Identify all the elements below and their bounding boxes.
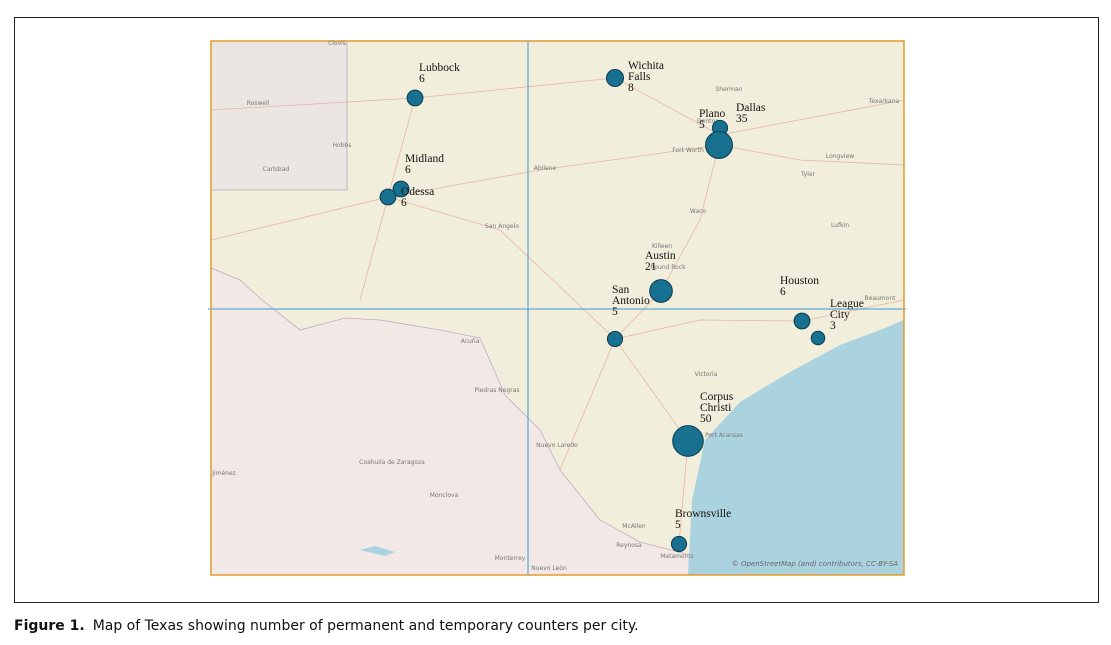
map-place-label: Nuevo Laredo [536, 442, 578, 449]
city-name: Lubbock [419, 62, 460, 74]
map-place-label: Lufkin [831, 222, 849, 229]
city-label: Lubbock 6 [419, 62, 460, 85]
city-bubble [672, 425, 704, 457]
map-place-label: Clovis [328, 40, 346, 47]
map-place-label: Victoria [695, 371, 718, 378]
map-place-label: Beaumont [865, 295, 897, 302]
city-label: League City 3 [830, 298, 864, 332]
city-name: Houston [780, 275, 819, 287]
caption-label: Figure 1. [14, 618, 85, 634]
city-count: 35 [736, 113, 748, 125]
city-count: 5 [612, 306, 618, 318]
city-name: Austin [645, 250, 676, 262]
city-name: Plano [699, 108, 726, 120]
city-name: San Antonio [612, 284, 650, 307]
map-place-label: Abilene [534, 165, 557, 172]
city-count: 6 [401, 197, 407, 209]
city-label: Odessa 6 [401, 186, 435, 209]
map-border [210, 40, 905, 576]
map-place-label: Monterrey [495, 555, 526, 562]
map-place-label: Nuevo León [531, 565, 567, 572]
city-count: 8 [628, 82, 634, 94]
city-bubble [705, 131, 733, 159]
map-place-label: Killeen [652, 243, 672, 250]
city-label: Wichita Falls 8 [628, 60, 664, 94]
city-name: Midland [405, 153, 444, 165]
city-bubble [406, 89, 424, 107]
city-name: Brownsville [675, 508, 732, 520]
city-count: 50 [700, 413, 712, 425]
city-name: League City [830, 298, 864, 321]
city-name: Corpus Christi [700, 391, 734, 414]
map-place-label: Coahuila de Zaragoza [359, 459, 425, 466]
map-place-label: Sherman [716, 86, 743, 93]
figure-frame [14, 17, 1099, 603]
map-place-label: Reynosa [616, 542, 642, 549]
map-place-label: Monclova [430, 492, 459, 499]
map-place-label: Waco [690, 208, 707, 215]
city-bubble [605, 68, 625, 88]
city-count: 6 [405, 164, 411, 176]
city-count: 5 [699, 119, 705, 131]
city-count: 5 [675, 519, 681, 531]
city-bubble [810, 330, 826, 346]
city-name: Wichita Falls [628, 60, 664, 83]
map-place-label: Texarkana [868, 98, 900, 105]
caption: Figure 1. Map of Texas showing number of … [14, 618, 639, 634]
map-place-label: Matamoros [660, 553, 694, 560]
map-place-label: McAllen [622, 523, 646, 530]
city-count: 6 [419, 73, 425, 85]
city-label: Plano 5 [699, 108, 726, 131]
city-bubble [379, 188, 397, 206]
attribution: © OpenStreetMap (and) contributors, CC-B… [732, 560, 898, 568]
city-bubble [670, 535, 688, 553]
map-place-label: Port Aransas [705, 432, 743, 439]
gulf-water [688, 320, 904, 575]
new-mexico [210, 40, 348, 191]
city-count: 3 [830, 320, 836, 332]
city-label: Midland 6 [405, 153, 444, 176]
map-place-label: Acuña [461, 338, 480, 345]
map-place-label: Fort Worth [672, 147, 704, 154]
map-place-label: Carlsbad [263, 166, 290, 173]
city-label: Corpus Christi 50 [700, 391, 734, 425]
city-label: Austin 21 [645, 250, 676, 273]
city-label: Houston 6 [780, 275, 819, 298]
map-place-label: Jiménez [211, 470, 236, 477]
city-bubble [392, 180, 410, 198]
city-bubble [649, 279, 673, 303]
city-label: Dallas 35 [736, 102, 766, 125]
lake [360, 546, 395, 556]
city-name: Dallas [736, 102, 766, 114]
city-label: San Antonio 5 [612, 284, 650, 318]
map-place-label: Denton [697, 118, 719, 125]
city-count: 21 [645, 261, 657, 273]
map-place-label: Tyler [800, 171, 816, 178]
map-place-label: Hobbs [333, 142, 352, 149]
map-place-label: San Angelo [485, 223, 519, 230]
map-place-label: Longview [826, 153, 854, 160]
map-place-label: Piedras Negras [474, 387, 519, 394]
city-label: Brownsville 5 [675, 508, 732, 531]
city-count: 6 [780, 286, 786, 298]
city-bubble [606, 330, 624, 348]
city-name: Odessa [401, 186, 435, 198]
map-place-label: Round Rock [650, 264, 686, 271]
map-place-label: Roswell [247, 100, 270, 107]
caption-text: Map of Texas showing number of permanent… [92, 618, 639, 634]
city-bubble [793, 312, 811, 330]
